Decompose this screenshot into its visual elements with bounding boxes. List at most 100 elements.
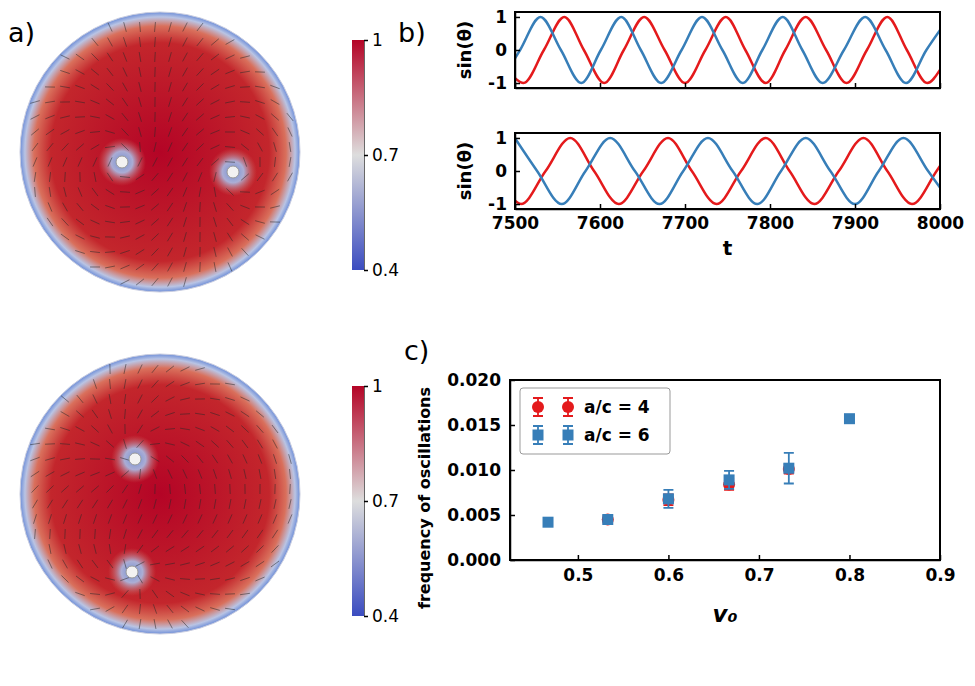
director bbox=[105, 146, 115, 147]
legend-marker bbox=[563, 430, 574, 441]
director bbox=[45, 115, 54, 119]
director bbox=[183, 187, 187, 196]
director bbox=[182, 530, 189, 538]
director bbox=[255, 221, 265, 224]
director bbox=[61, 396, 69, 402]
director bbox=[76, 144, 84, 151]
director bbox=[195, 578, 205, 579]
director bbox=[154, 82, 155, 92]
point bbox=[783, 463, 794, 474]
image-panel bbox=[20, 354, 300, 634]
director bbox=[136, 235, 145, 240]
director bbox=[105, 472, 114, 476]
director bbox=[274, 142, 277, 152]
director bbox=[212, 530, 218, 538]
point bbox=[662, 494, 674, 506]
director bbox=[93, 394, 97, 403]
director bbox=[90, 608, 100, 610]
director bbox=[181, 546, 189, 551]
director bbox=[92, 500, 97, 508]
director bbox=[123, 500, 127, 509]
director bbox=[197, 530, 203, 538]
director bbox=[121, 280, 130, 285]
director bbox=[45, 86, 55, 87]
director bbox=[213, 469, 216, 478]
director bbox=[289, 454, 292, 464]
director bbox=[255, 190, 264, 194]
director bbox=[90, 116, 100, 118]
axis-line bbox=[365, 387, 369, 617]
director bbox=[180, 578, 190, 580]
director bbox=[196, 83, 203, 90]
director bbox=[106, 607, 115, 612]
director bbox=[92, 188, 98, 196]
director bbox=[76, 54, 84, 60]
director bbox=[288, 127, 292, 136]
director bbox=[63, 514, 66, 524]
tick-mark bbox=[364, 501, 368, 503]
director bbox=[272, 530, 277, 538]
director bbox=[195, 607, 204, 611]
tick: 0 bbox=[495, 40, 520, 60]
director bbox=[212, 455, 218, 463]
axis: -101 bbox=[488, 128, 520, 214]
director bbox=[214, 247, 216, 257]
director bbox=[240, 116, 250, 118]
error-bar bbox=[663, 494, 673, 505]
tick-label: 7800 bbox=[747, 213, 794, 233]
director bbox=[270, 85, 279, 88]
director bbox=[107, 560, 113, 568]
director bbox=[105, 251, 115, 253]
director bbox=[289, 499, 291, 509]
director bbox=[287, 173, 292, 182]
director bbox=[151, 456, 160, 461]
tick: 0.4 bbox=[364, 260, 399, 280]
director bbox=[257, 173, 263, 181]
director bbox=[241, 234, 249, 241]
director bbox=[76, 70, 85, 75]
tick-mark bbox=[940, 555, 942, 560]
director bbox=[108, 425, 113, 434]
director bbox=[136, 264, 144, 270]
tick-mark bbox=[364, 40, 368, 42]
director bbox=[214, 217, 217, 227]
director bbox=[229, 484, 230, 494]
director bbox=[138, 380, 142, 389]
director bbox=[257, 530, 263, 538]
tick: 1 bbox=[364, 30, 383, 50]
director bbox=[91, 84, 99, 89]
tick bbox=[770, 83, 771, 88]
director bbox=[183, 173, 188, 182]
tick-label: 0.7 bbox=[744, 565, 774, 585]
tick: 0 bbox=[495, 161, 520, 181]
tick-label: 7700 bbox=[662, 213, 709, 233]
legend-marker bbox=[562, 401, 574, 413]
director bbox=[273, 440, 278, 449]
director bbox=[151, 396, 158, 403]
defect-halo bbox=[111, 435, 159, 483]
director bbox=[255, 206, 265, 207]
director bbox=[169, 82, 172, 92]
director bbox=[214, 262, 216, 272]
director bbox=[270, 221, 280, 222]
director bbox=[210, 608, 220, 611]
director bbox=[64, 529, 65, 539]
director bbox=[34, 187, 36, 197]
tick-label: 0.9 bbox=[925, 565, 955, 585]
director bbox=[199, 202, 201, 212]
director bbox=[270, 206, 280, 208]
director bbox=[211, 441, 218, 448]
error-bar bbox=[784, 453, 794, 484]
director bbox=[45, 428, 55, 430]
director bbox=[135, 190, 144, 194]
director bbox=[183, 217, 186, 227]
director bbox=[225, 146, 235, 148]
director bbox=[152, 248, 159, 255]
director bbox=[195, 427, 204, 431]
director bbox=[256, 411, 264, 417]
director bbox=[197, 23, 203, 31]
director bbox=[256, 546, 263, 553]
director bbox=[92, 410, 98, 418]
tick-label: 0 bbox=[495, 40, 507, 60]
legend-error-bar bbox=[563, 426, 573, 444]
